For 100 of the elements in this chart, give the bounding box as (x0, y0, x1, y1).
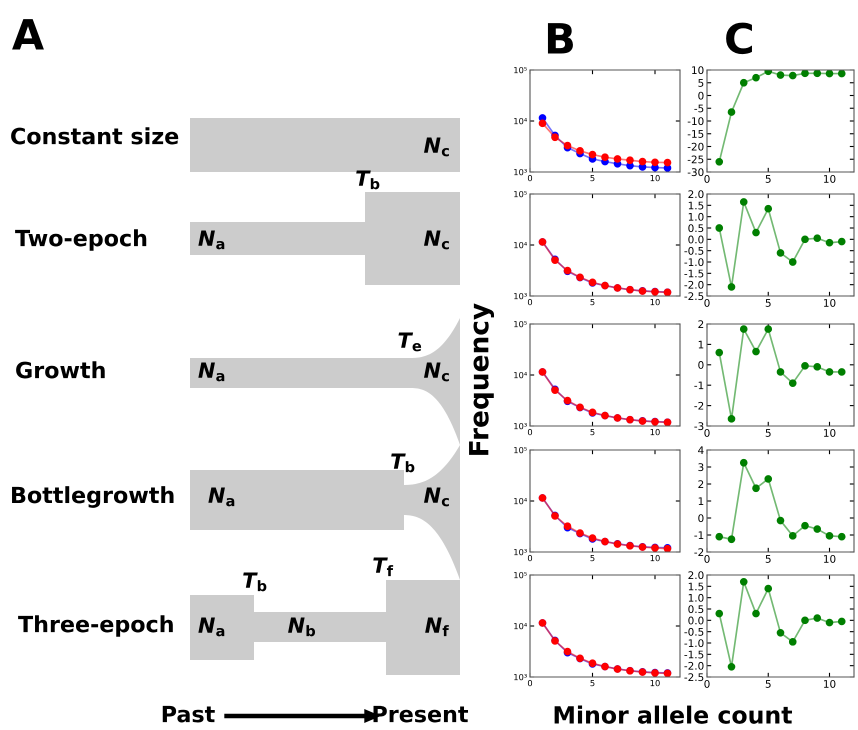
text: T$_{b}$ (243, 572, 266, 592)
text: N$_{a}$ (198, 618, 224, 636)
y-tick-label: 10³ (514, 292, 527, 300)
x-tick-label: 5 (766, 429, 771, 437)
text: T$_{b}$ (356, 170, 380, 190)
y-tick-label: -1 (694, 382, 704, 390)
y-tick-label: -2.0 (684, 662, 704, 670)
x-tick-label: 10 (824, 298, 836, 307)
y-tick-label: 10⁵ (514, 66, 527, 74)
text: N$_{f}$ (425, 618, 449, 636)
text: N$_{c}$ (424, 138, 449, 156)
x-tick-label: 10 (824, 428, 836, 437)
y-tick-label: -3 (694, 422, 704, 430)
y-tick-label: -2.5 (684, 673, 704, 682)
x-tick-label: 10 (824, 554, 836, 563)
y-tick-label: 4 (698, 446, 704, 454)
x-tick-label: 0 (528, 428, 532, 436)
y-tick-label: 0.5 (688, 224, 704, 232)
y-tick-label: 1 (698, 497, 704, 505)
y-tick-label: 2.0 (688, 571, 704, 580)
x-tick-label: 0 (528, 680, 532, 686)
x-tick-label: 5 (590, 429, 594, 436)
x-tick-label: 10 (650, 174, 660, 182)
y-tick-label: 10⁵ (514, 572, 527, 578)
chart-title: C (726, 22, 752, 54)
x-tick-label: 5 (766, 299, 771, 307)
y-tick-label: 0.0 (688, 616, 704, 624)
text: Growth (16, 361, 105, 378)
y-tick-label: -1.5 (684, 270, 704, 278)
text: T$_{b}$ (391, 454, 414, 472)
y-tick-label: -0.5 (684, 246, 704, 255)
y-tick-label: 10⁴ (514, 242, 527, 248)
y-tick-label: 1.0 (688, 594, 704, 602)
y-tick-label: 3 (698, 463, 704, 472)
chart-title: B (548, 23, 573, 54)
x-tick-label: 10 (650, 680, 660, 686)
y-tick-label: -5 (694, 104, 704, 112)
y-tick-label: 10⁴ (514, 118, 527, 124)
x-tick-label: 10 (650, 554, 660, 562)
x-tick-label: 5 (766, 175, 771, 183)
y-tick-label: 10⁵ (514, 446, 527, 454)
x-tick-label: 10 (650, 428, 660, 436)
y-tick-label: 5 (698, 79, 704, 87)
y-tick-label: 2 (698, 480, 704, 488)
text: Past (162, 706, 215, 722)
y-tick-label: -0.5 (684, 628, 704, 636)
y-tick-label: 0 (698, 514, 704, 522)
y-tick-label: -1 (694, 531, 704, 539)
y-tick-label: 1.5 (688, 202, 704, 210)
y-tick-label: 10 (692, 66, 704, 74)
x-axis-title: Minor allele count (554, 706, 792, 724)
x-tick-label: 0 (528, 298, 532, 306)
text: Three-epoch (18, 615, 173, 637)
x-tick-label: 5 (590, 299, 594, 306)
y-tick-label: -2.0 (684, 280, 704, 289)
text: N$_{c}$ (424, 362, 449, 382)
text: Two-epoch (15, 229, 146, 251)
y-tick-label: -1.5 (684, 650, 704, 658)
y-tick-label: 10⁴ (514, 622, 527, 630)
y-tick-label: 1 (698, 340, 704, 348)
x-tick-label: 10 (650, 298, 660, 306)
x-tick-label: 5 (766, 680, 771, 688)
x-tick-label: 0 (704, 428, 710, 437)
text: N$_{a}$ (198, 362, 224, 382)
y-tick-label: 1.5 (688, 582, 704, 590)
text: N$_{a}$ (198, 230, 224, 250)
text: T$_{e}$ (398, 332, 422, 352)
x-tick-label: 0 (704, 680, 710, 688)
x-tick-label: 0 (704, 174, 710, 183)
y-tick-label: -1.0 (684, 639, 704, 648)
text: A (12, 19, 44, 50)
y-tick-label: 2.0 (688, 190, 704, 198)
x-tick-label: 0 (704, 298, 710, 307)
y-tick-label: -2.5 (684, 292, 704, 300)
y-tick-label: -2 (694, 402, 704, 410)
text: N$_{b}$ (288, 618, 316, 636)
y-tick-label: -20 (688, 142, 704, 151)
y-tick-label: -30 (688, 168, 704, 176)
y-tick-label: 10⁴ (514, 372, 527, 378)
y-tick-label: -10 (688, 117, 704, 126)
text: N$_{c}$ (424, 230, 449, 250)
y-tick-label: 10³ (514, 548, 527, 556)
y-tick-label: -2 (694, 548, 704, 556)
text: N$_{a}$ (208, 488, 234, 506)
y-tick-label: 10⁴ (514, 498, 527, 504)
y-tick-label: 10⁵ (514, 320, 527, 328)
y-tick-label: 0.5 (688, 605, 704, 614)
y-tick-label: -1.0 (684, 258, 704, 266)
x-tick-label: 0 (528, 174, 532, 182)
y-tick-label: -25 (688, 155, 704, 164)
y-tick-label: 0.0 (688, 236, 704, 244)
y-tick-label: 0 (698, 361, 704, 369)
text: Constant size (11, 127, 178, 144)
x-tick-label: 0 (528, 554, 532, 562)
text: Bottlegrowth (12, 486, 174, 508)
y-axis-title: Frequency (469, 303, 494, 455)
x-tick-label: 10 (824, 680, 836, 688)
y-tick-label: -15 (688, 130, 704, 138)
y-tick-label: 10³ (514, 422, 527, 430)
x-tick-label: 5 (590, 680, 594, 686)
